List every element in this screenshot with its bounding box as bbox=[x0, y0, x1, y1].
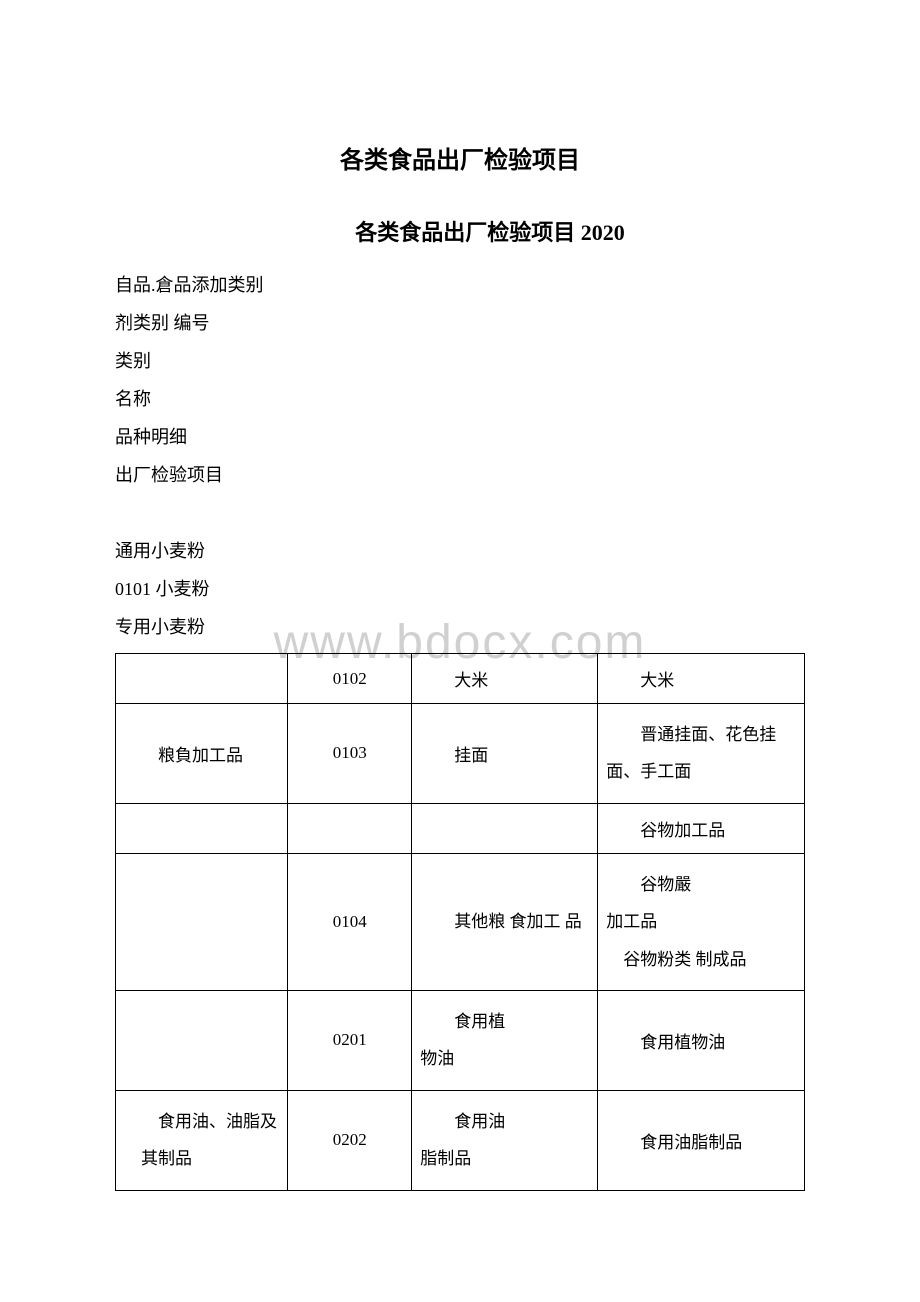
table-cell bbox=[116, 803, 288, 853]
table-cell: 0202 bbox=[288, 1090, 412, 1190]
table-cell: 大米 bbox=[598, 654, 805, 704]
table-row: 粮負加工品 0103 挂面 晋通挂面、花色挂面、手工面 bbox=[116, 704, 805, 804]
table-cell bbox=[116, 853, 288, 990]
table-cell: 0104 bbox=[288, 853, 412, 990]
table-cell: 晋通挂面、花色挂面、手工面 bbox=[598, 704, 805, 804]
table-cell: 食用油脂制品 bbox=[598, 1090, 805, 1190]
table-cell: 粮負加工品 bbox=[116, 704, 288, 804]
table-cell: 其他粮 食加工 品 bbox=[412, 853, 598, 990]
table-cell: 食用油、油脂及 其制品 bbox=[116, 1090, 288, 1190]
table-cell bbox=[412, 803, 598, 853]
pretext-line: 品种明细 bbox=[115, 419, 805, 455]
table-row: 0201 食用植物油 食用植物油 bbox=[116, 990, 805, 1090]
pretext-line: 0101 小麦粉 bbox=[115, 571, 805, 607]
table-cell: 0102 bbox=[288, 654, 412, 704]
table-row: 谷物加工品 bbox=[116, 803, 805, 853]
table-cell: 谷物加工品 bbox=[598, 803, 805, 853]
table-row: 0102 大米 大米 bbox=[116, 654, 805, 704]
table-cell: 食用植物油 bbox=[412, 990, 598, 1090]
pretext-line: 自品.倉品添加类别 bbox=[115, 267, 805, 303]
pretext-line: 剂类别 编号 bbox=[115, 305, 805, 341]
table-row: 0104 其他粮 食加工 品 谷物嚴加工品 谷物粉类 制成品 bbox=[116, 853, 805, 990]
pretext-line: 类别 bbox=[115, 343, 805, 379]
table-cell bbox=[116, 990, 288, 1090]
table-cell: 大米 bbox=[412, 654, 598, 704]
table-cell: 谷物嚴加工品 谷物粉类 制成品 bbox=[598, 853, 805, 990]
pretext-line: 名称 bbox=[115, 381, 805, 417]
table-cell bbox=[116, 654, 288, 704]
pretext-line bbox=[115, 495, 805, 531]
table-cell: 食用油脂制品 bbox=[412, 1090, 598, 1190]
table-row: 食用油、油脂及 其制品 0202 食用油脂制品 食用油脂制品 bbox=[116, 1090, 805, 1190]
table-cell: 挂面 bbox=[412, 704, 598, 804]
pretext-line: 专用小麦粉 bbox=[115, 609, 805, 645]
table-cell: 0103 bbox=[288, 704, 412, 804]
pretext-line: 通用小麦粉 bbox=[115, 533, 805, 569]
table-cell: 食用植物油 bbox=[598, 990, 805, 1090]
table-cell bbox=[288, 803, 412, 853]
table-cell: 0201 bbox=[288, 990, 412, 1090]
document-subtitle: 各类食品出厂检验项目 2020 bbox=[115, 215, 805, 247]
pre-table-text: 自品.倉品添加类别 剂类别 编号 类别 名称 品种明细 出厂检验项目 通用小麦粉… bbox=[115, 267, 805, 645]
inspection-table: 0102 大米 大米 粮負加工品 0103 挂面 晋通挂面、花色挂面、手工面 谷… bbox=[115, 653, 805, 1191]
pretext-line: 出厂检验项目 bbox=[115, 457, 805, 493]
document-title: 各类食品出厂检验项目 bbox=[115, 140, 805, 175]
